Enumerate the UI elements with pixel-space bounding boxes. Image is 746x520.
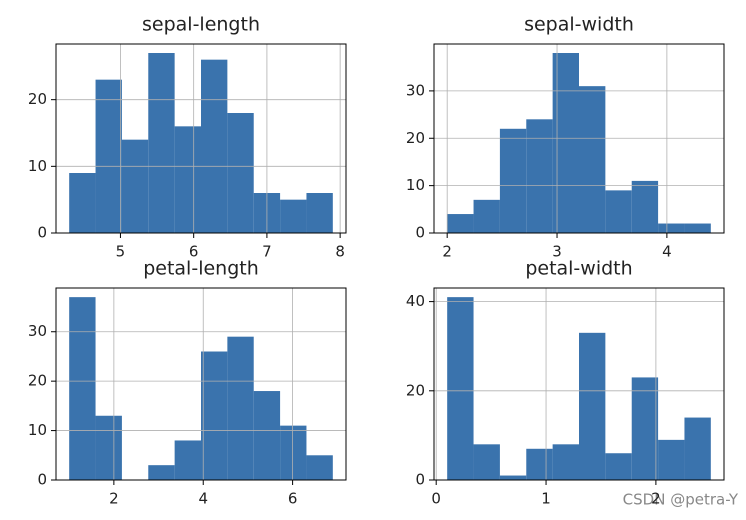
axes-frame — [433, 287, 725, 481]
bar — [684, 223, 711, 233]
bar — [447, 214, 474, 233]
bar — [526, 119, 553, 233]
bar — [121, 139, 149, 233]
bar — [69, 297, 96, 480]
bar — [631, 180, 659, 233]
y-tick-label: 10 — [406, 176, 425, 194]
y-tick-label: 10 — [28, 157, 47, 175]
x-tick-label: 4 — [198, 490, 208, 508]
bar — [148, 53, 175, 233]
x-tick-label: 3 — [552, 243, 562, 261]
x-tick-label: 0 — [431, 490, 441, 508]
y-tick-label: 0 — [415, 224, 425, 242]
bar — [526, 448, 553, 480]
bar — [684, 417, 711, 480]
bar — [658, 439, 685, 480]
bar — [473, 199, 500, 233]
x-tick-label: 6 — [288, 490, 298, 508]
bar — [280, 425, 307, 480]
x-tick-label: 7 — [262, 243, 272, 261]
bar — [201, 59, 228, 233]
x-tick-label: 4 — [662, 243, 672, 261]
bar — [253, 391, 281, 480]
bar — [280, 199, 307, 233]
y-tick-label: 10 — [28, 421, 47, 439]
y-tick-label: 20 — [406, 129, 425, 147]
y-tick-label: 30 — [28, 322, 47, 340]
y-tick-label: 20 — [28, 372, 47, 390]
x-tick-label: 8 — [335, 243, 345, 261]
bar — [499, 128, 527, 233]
y-tick-label: 40 — [406, 292, 425, 310]
axes-frame — [55, 43, 347, 234]
bar — [605, 453, 632, 480]
bar — [447, 297, 474, 480]
y-tick-label: 0 — [37, 471, 47, 489]
bar — [95, 79, 122, 234]
bar — [174, 440, 201, 480]
bar — [227, 336, 254, 480]
bar — [95, 415, 122, 480]
axes-frame — [433, 43, 725, 234]
bar — [579, 86, 606, 233]
bar — [69, 173, 96, 233]
x-tick-label: 2 — [651, 490, 661, 508]
bar — [473, 444, 500, 480]
bar — [306, 193, 333, 233]
bar — [605, 190, 632, 233]
subplot-title: petal-length — [143, 258, 259, 280]
x-tick-label: 2 — [442, 243, 452, 261]
subplot-title: petal-width — [525, 258, 632, 280]
bar — [552, 444, 579, 480]
y-tick-label: 30 — [406, 81, 425, 99]
y-tick-label: 0 — [37, 224, 47, 242]
x-tick-label: 1 — [541, 490, 551, 508]
bar — [201, 351, 228, 480]
y-tick-label: 20 — [28, 90, 47, 108]
x-tick-label: 6 — [189, 243, 199, 261]
watermark: CSDN @petra-Y — [623, 491, 739, 509]
bar — [579, 332, 606, 480]
bar — [148, 465, 175, 480]
x-tick-label: 5 — [116, 243, 126, 261]
bar — [658, 223, 685, 233]
bar — [306, 455, 333, 480]
y-tick-label: 0 — [415, 471, 425, 489]
subplot-title: sepal-length — [142, 14, 260, 36]
subplot-title: sepal-width — [524, 14, 634, 36]
bar — [499, 475, 527, 480]
bar — [631, 377, 659, 480]
bar — [227, 113, 254, 233]
axes-frame — [55, 287, 347, 481]
x-tick-label: 2 — [109, 490, 119, 508]
y-tick-label: 20 — [406, 381, 425, 399]
bar — [174, 126, 201, 233]
bar — [552, 53, 579, 233]
